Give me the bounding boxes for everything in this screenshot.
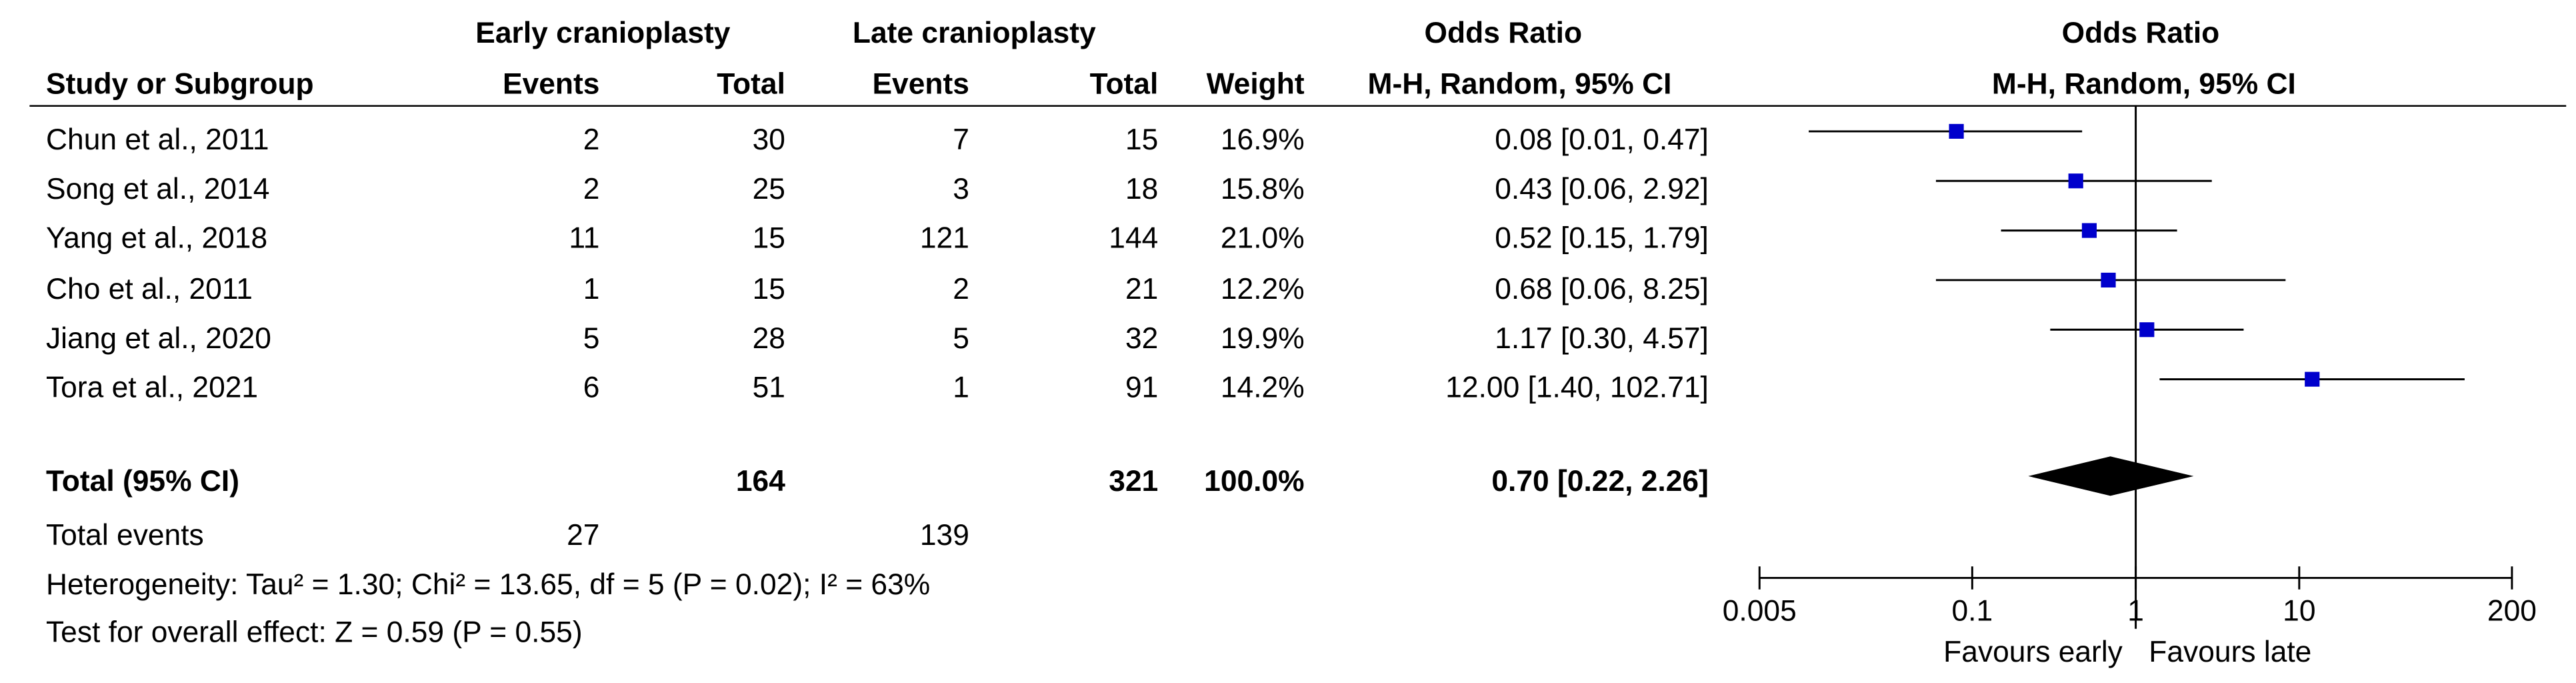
study-weight: 15.8%: [1220, 172, 1305, 206]
study-name: Cho et al., 2011: [46, 271, 253, 305]
late-events: 1: [953, 371, 969, 404]
late-events: 7: [953, 123, 969, 156]
events2-column-header: Events: [872, 67, 969, 101]
pooled-diamond: [2028, 456, 2194, 496]
x-axis-tick-label: 1: [2127, 594, 2144, 627]
x-axis-tick-label: 0.005: [1723, 594, 1797, 627]
x-axis-tick-label: 10: [2283, 594, 2315, 627]
study-name: Jiang et al., 2020: [46, 321, 271, 355]
total1-column-header: Total: [717, 67, 785, 101]
total-late-count: 321: [1109, 464, 1159, 498]
early-total: 25: [752, 172, 785, 206]
study-ci: 0.68 [0.06, 8.25]: [1495, 271, 1709, 305]
study-marker: [2068, 173, 2083, 189]
study-marker: [2305, 372, 2320, 387]
or-title-header: Odds Ratio: [1424, 16, 1583, 49]
study-ci: 0.08 [0.01, 0.47]: [1495, 123, 1709, 156]
total2-column-header: Total: [1089, 67, 1159, 101]
favours-right-label: Favours late: [2149, 636, 2311, 668]
early-total: 30: [752, 123, 785, 156]
early-total: 51: [752, 371, 785, 404]
early-events: 5: [583, 321, 600, 355]
late-total: 18: [1125, 172, 1159, 206]
study-name: Chun et al., 2011: [46, 123, 269, 156]
favours-left-label: Favours early: [1943, 636, 2123, 668]
study-ci: 0.43 [0.06, 2.92]: [1495, 172, 1709, 206]
late-total: 32: [1125, 321, 1159, 355]
study-weight: 19.9%: [1220, 321, 1305, 355]
early-events: 1: [583, 271, 600, 305]
study-name: Tora et al., 2021: [46, 371, 259, 404]
overall-effect-text: Test for overall effect: Z = 0.59 (P = 0…: [46, 616, 583, 649]
late-events: 2: [953, 271, 969, 305]
group1-header: Early cranioplasty: [475, 16, 731, 49]
study-marker: [2101, 272, 2116, 288]
early-events: 11: [569, 222, 600, 255]
late-total: 21: [1125, 271, 1159, 305]
header-rule: [29, 105, 2567, 107]
x-axis-tick-label: 200: [2487, 594, 2537, 627]
total-events-label: Total events: [46, 518, 204, 552]
study-weight: 16.9%: [1220, 123, 1305, 156]
study-marker: [1949, 123, 1964, 139]
late-total: 144: [1109, 222, 1159, 255]
or-method-header: M-H, Random, 95% CI: [1367, 67, 1672, 101]
study-ci: 0.52 [0.15, 1.79]: [1495, 222, 1709, 255]
study-name: Song et al., 2014: [46, 172, 270, 206]
late-total: 91: [1125, 371, 1159, 404]
heterogeneity-text: Heterogeneity: Tau² = 1.30; Chi² = 13.65…: [46, 568, 931, 601]
total-label: Total (95% CI): [46, 464, 240, 498]
late-events: 5: [953, 321, 969, 355]
study-name: Yang et al., 2018: [46, 222, 268, 255]
total-events-late: 139: [919, 518, 969, 552]
group2-header: Late cranioplasty: [852, 16, 1096, 49]
early-total: 15: [752, 222, 785, 255]
total-events-early: 27: [567, 518, 600, 552]
study-marker: [2081, 223, 2097, 238]
total-ci: 0.70 [0.22, 2.26]: [1491, 464, 1709, 498]
weight-column-header: Weight: [1206, 67, 1305, 101]
late-events: 3: [953, 172, 969, 206]
late-events: 121: [919, 222, 969, 255]
study-weight: 14.2%: [1220, 371, 1305, 404]
study-marker: [2139, 322, 2155, 337]
early-events: 2: [583, 123, 600, 156]
study-ci: 1.17 [0.30, 4.57]: [1495, 321, 1709, 355]
study-weight: 12.2%: [1220, 271, 1305, 305]
total-early-count: 164: [735, 464, 785, 498]
early-events: 6: [583, 371, 600, 404]
study-weight: 21.0%: [1220, 222, 1305, 255]
plot-method-header: M-H, Random, 95% CI: [1991, 67, 2296, 101]
events1-column-header: Events: [502, 67, 600, 101]
plot-title-header: Odds Ratio: [2061, 16, 2220, 49]
early-total: 28: [752, 321, 785, 355]
x-axis-tick-label: 0.1: [1952, 594, 1993, 627]
study-ci: 12.00 [1.40, 102.71]: [1445, 371, 1709, 404]
late-total: 15: [1125, 123, 1159, 156]
early-events: 2: [583, 172, 600, 206]
total-weight: 100.0%: [1204, 464, 1305, 498]
early-total: 15: [752, 271, 785, 305]
study-column-header: Study or Subgroup: [46, 67, 314, 101]
